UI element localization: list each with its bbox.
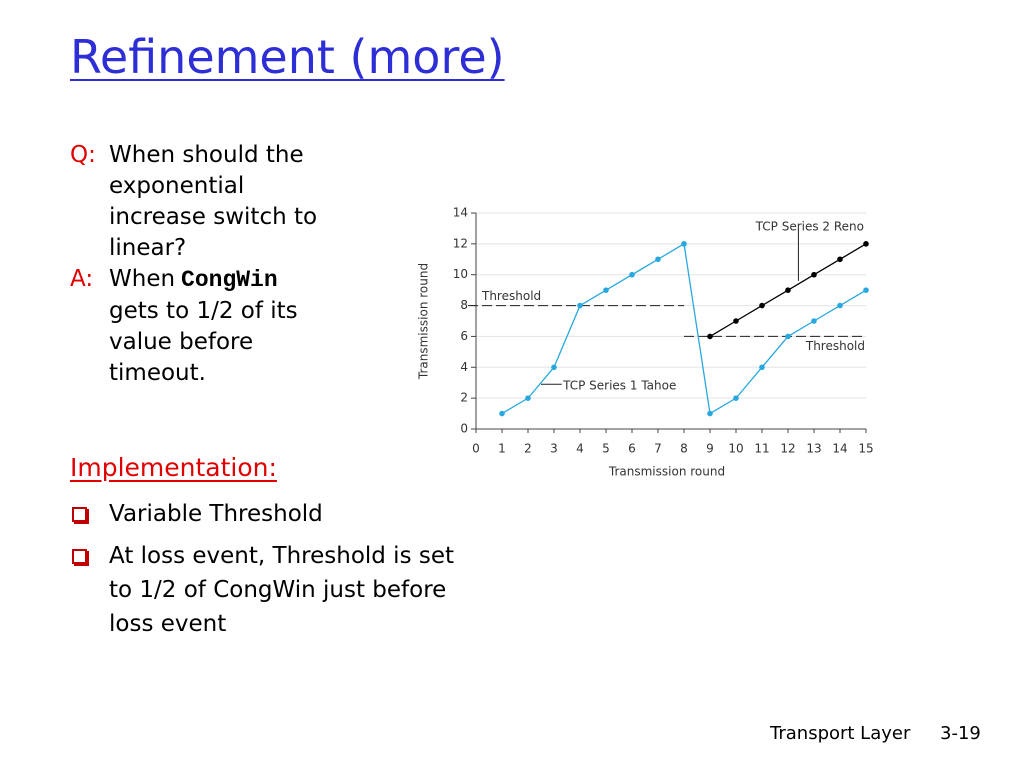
x-tick-label: 0 [472,442,480,456]
x-tick-label: 9 [706,442,714,456]
bullet-icon [72,507,87,522]
x-tick-label: 3 [550,442,558,456]
text-line: value before [109,329,254,355]
footer-right: 3-19 [940,723,981,744]
x-tick-label: 4 [576,442,584,456]
x-tick-label: 8 [680,442,688,456]
y-tick-label: 2 [460,391,468,405]
answer: A: When CongWin gets to 1/2 of its value … [70,264,342,389]
x-tick-label: 2 [524,442,532,456]
code: CongWin [181,267,278,293]
y-tick-label: 12 [453,236,468,250]
data-point [733,318,739,324]
text: When [109,266,176,292]
bullet-text: Variable Threshold [109,501,323,527]
data-point [525,395,531,401]
x-tick-label: 11 [754,442,769,456]
x-tick-label: 10 [728,442,743,456]
x-tick-label: 5 [602,442,610,456]
text-line: increase switch to [109,204,318,230]
threshold-label: Threshold [805,339,865,353]
data-point [837,256,843,263]
q-label: Q: [70,142,96,168]
data-point [551,364,557,371]
text-line: linear? [109,235,187,261]
qa-block: Q: When should the exponential increase … [70,140,342,400]
section-heading: Implementation: [70,453,277,482]
data-point [863,241,869,247]
x-tick-label: 12 [780,442,795,456]
x-tick-label: 7 [654,442,662,456]
data-point [863,287,869,293]
x-tick-label: 14 [832,442,847,456]
series-annotation: TCP Series 1 Tahoe [562,378,676,392]
data-point [759,302,765,309]
y-tick-label: 4 [460,360,468,374]
text-line: exponential [109,173,245,199]
x-tick-label: 15 [858,442,873,456]
data-point [785,287,791,293]
data-point [499,410,505,417]
data-point [577,302,583,309]
data-point [707,333,713,340]
series-line [501,242,867,415]
y-axis-label: Transmission round [417,263,431,380]
slide-title: Refinement (more) [70,30,505,84]
y-tick-label: 0 [460,422,468,436]
bullet-icon [72,549,87,564]
data-point [603,287,609,293]
data-point [681,241,687,247]
x-tick-label: 13 [806,442,821,456]
data-point [655,256,661,263]
x-tick-label: 6 [628,442,636,456]
data-point [785,333,791,340]
bullet-text: At loss event, Threshold is set to 1/2 o… [109,543,455,637]
text-line: gets to 1/2 of its [109,298,298,324]
data-point [759,364,765,371]
question: Q: When should the exponential increase … [70,140,342,264]
data-point [811,271,817,278]
text-line: timeout. [109,360,206,386]
data-point [811,318,817,324]
x-axis-label: Transmission round [608,465,725,479]
a-label: A: [70,266,94,292]
footer-left: Transport Layer [770,723,911,744]
data-point [629,271,635,278]
y-tick-label: 10 [453,267,468,281]
y-tick-label: 8 [460,298,468,312]
data-point [733,395,739,401]
y-tick-label: 6 [460,329,468,343]
threshold-label: Threshold [481,289,541,303]
series-annotation: TCP Series 2 Reno [755,219,864,233]
data-point [837,302,843,309]
text-line: When CongWin [109,264,342,296]
y-tick-label: 14 [453,206,468,220]
text-line: When should the [109,142,304,168]
data-point [707,410,713,417]
x-tick-label: 1 [498,442,506,456]
